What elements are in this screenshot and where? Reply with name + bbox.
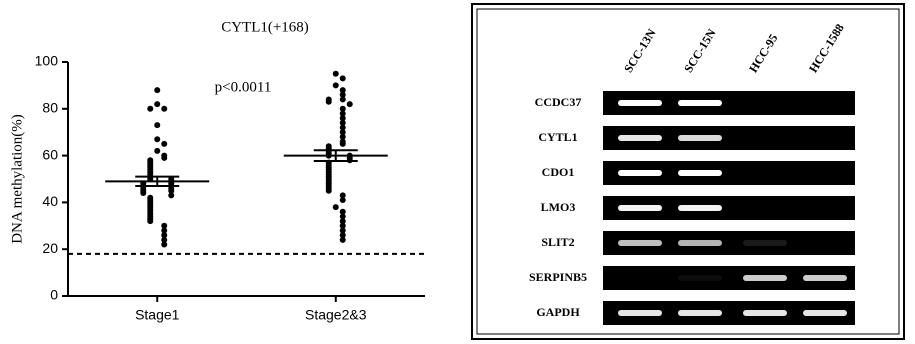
gel-band xyxy=(678,275,722,281)
data-point xyxy=(332,204,339,211)
x-tick-label: Stage1 xyxy=(135,307,180,323)
gel-band xyxy=(618,205,662,211)
lane-label: HCC-95 xyxy=(746,31,780,75)
x-tick-label: Stage2&3 xyxy=(305,307,367,323)
y-tick-label: 60 xyxy=(42,146,58,162)
data-point xyxy=(339,197,346,204)
data-point xyxy=(339,213,346,220)
data-point xyxy=(339,218,346,225)
data-point xyxy=(332,70,339,77)
gene-label: CCDC37 xyxy=(535,95,582,109)
data-point xyxy=(147,218,154,225)
lane-label: SCC-13N xyxy=(621,26,659,75)
y-tick-label: 80 xyxy=(42,100,58,116)
data-point xyxy=(346,101,353,108)
gel-inner-frame xyxy=(476,8,900,335)
gene-label: CDO1 xyxy=(542,165,575,179)
data-point xyxy=(161,236,168,243)
data-point xyxy=(339,129,346,136)
data-point xyxy=(154,101,161,108)
y-tick-label: 0 xyxy=(50,287,58,303)
data-point xyxy=(325,187,332,194)
gel-band xyxy=(678,170,722,176)
annotation: p<0.0011 xyxy=(215,79,272,95)
data-point xyxy=(339,208,346,215)
data-point xyxy=(154,87,161,94)
gel-band xyxy=(743,310,787,316)
data-point xyxy=(161,241,168,248)
data-point xyxy=(147,105,154,112)
gel-frame xyxy=(471,3,905,340)
data-point xyxy=(339,140,346,147)
gene-label: LMO3 xyxy=(541,200,576,214)
data-point xyxy=(339,222,346,229)
data-point xyxy=(168,192,175,199)
data-point xyxy=(339,115,346,122)
gel-band xyxy=(743,240,787,246)
data-point xyxy=(339,119,346,126)
data-point xyxy=(339,105,346,112)
data-point xyxy=(339,91,346,98)
y-tick-label: 100 xyxy=(35,53,59,69)
gene-label: SLIT2 xyxy=(541,235,574,249)
data-point xyxy=(161,227,168,234)
data-point xyxy=(168,187,175,194)
gel-band xyxy=(678,310,722,316)
gel-band xyxy=(803,310,847,316)
data-point xyxy=(161,105,168,112)
data-point xyxy=(339,75,346,82)
gel-band xyxy=(618,310,662,316)
gel-band xyxy=(803,275,847,281)
chart-title: CYTL1(+168) xyxy=(221,19,309,35)
data-point xyxy=(339,227,346,234)
data-point xyxy=(161,154,168,161)
data-point xyxy=(339,110,346,117)
lane-label: SCC-15N xyxy=(681,26,719,75)
data-point xyxy=(154,122,161,129)
gel-band xyxy=(618,135,662,141)
data-point xyxy=(339,96,346,103)
data-point xyxy=(161,140,168,147)
gel-band xyxy=(618,240,662,246)
gene-label: SERPINB5 xyxy=(529,270,587,284)
gel-band xyxy=(618,100,662,106)
gene-label: CYTL1 xyxy=(538,130,577,144)
data-point xyxy=(161,222,168,229)
gene-label: GAPDH xyxy=(536,305,580,319)
gel-band xyxy=(678,100,722,106)
gel-band xyxy=(678,135,722,141)
y-tick-label: 20 xyxy=(42,240,58,256)
data-point xyxy=(339,192,346,199)
data-point xyxy=(339,133,346,140)
gel-band xyxy=(743,275,787,281)
data-point xyxy=(332,82,339,89)
y-tick-label: 40 xyxy=(42,193,58,209)
data-point xyxy=(154,136,161,143)
gel-band xyxy=(618,170,662,176)
data-point xyxy=(339,232,346,239)
data-point xyxy=(339,87,346,94)
data-point xyxy=(339,236,346,243)
gel-band xyxy=(678,240,722,246)
lane-label: HCC-1588 xyxy=(806,21,847,75)
y-axis-label: DNA methylation(%) xyxy=(9,114,25,244)
data-point xyxy=(154,147,161,154)
data-point xyxy=(325,98,332,105)
data-point xyxy=(339,124,346,131)
data-point xyxy=(140,190,147,197)
data-point xyxy=(161,232,168,239)
gel-band xyxy=(678,205,722,211)
